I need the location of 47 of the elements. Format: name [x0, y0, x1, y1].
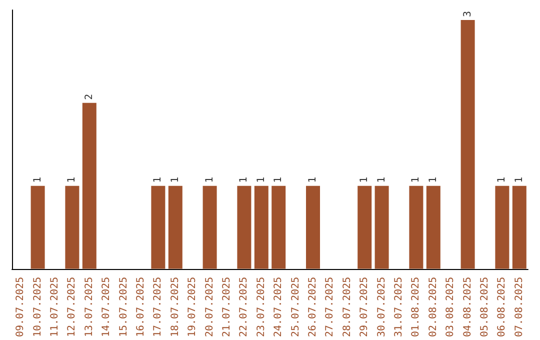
x-tick-label: 01.08.2025 — [410, 276, 422, 338]
data-label: 1 — [428, 176, 439, 183]
x-tick-label: 24.07.2025 — [273, 276, 284, 338]
x-tick-label: 17.07.2025 — [152, 276, 164, 338]
data-label: 3 — [462, 10, 474, 17]
x-tick-label: 09.07.2025 — [15, 276, 26, 338]
data-label: 1 — [410, 176, 422, 183]
x-tick-label: 19.07.2025 — [187, 276, 198, 338]
x-tick-label: 31.07.2025 — [394, 276, 404, 338]
data-label: 1 — [308, 176, 318, 183]
data-label: 1 — [514, 176, 525, 183]
data-label: 1 — [66, 176, 78, 183]
x-tick-label: 02.08.2025 — [428, 276, 439, 338]
data-label: 1 — [238, 176, 250, 183]
x-tick-label: 20.07.2025 — [204, 276, 216, 338]
x-tick-label: 14.07.2025 — [101, 276, 112, 338]
x-tick-label: 11.07.2025 — [50, 276, 60, 338]
x-tick-label: 28.07.2025 — [342, 276, 353, 338]
data-label: 1 — [152, 176, 164, 183]
x-tick-label: 29.07.2025 — [359, 276, 370, 338]
x-tick-label: 16.07.2025 — [136, 276, 146, 338]
x-tick-label: 23.07.2025 — [256, 276, 267, 338]
x-tick-label: 30.07.2025 — [376, 276, 388, 338]
x-tick-label: 15.07.2025 — [118, 276, 130, 338]
data-label: 1 — [204, 176, 216, 183]
x-tick-label: 18.07.2025 — [170, 276, 181, 338]
x-tick-label: 10.07.2025 — [32, 276, 44, 338]
data-label: 1 — [496, 176, 508, 183]
x-tick-label: 07.08.2025 — [514, 276, 525, 338]
x-tick-label: 12.07.2025 — [66, 276, 78, 338]
x-tick-label: 06.08.2025 — [496, 276, 508, 338]
data-label: 1 — [273, 176, 284, 183]
data-label: 1 — [170, 176, 181, 183]
x-tick-label: 03.08.2025 — [445, 276, 456, 338]
data-label: 1 — [359, 176, 370, 183]
data-label: 1 — [376, 176, 388, 183]
data-label: 1 — [256, 176, 267, 183]
x-tick-label: 25.07.2025 — [290, 276, 302, 338]
data-label: 2 — [84, 94, 95, 100]
x-tick-label: 22.07.2025 — [238, 276, 250, 338]
x-tick-label: 21.07.2025 — [222, 276, 232, 338]
data-label: 1 — [32, 176, 44, 183]
x-tick-label: 04.08.2025 — [462, 276, 474, 338]
x-tick-label: 26.07.2025 — [308, 276, 318, 338]
x-tick-label: 13.07.2025 — [84, 276, 95, 338]
x-tick-label: 05.08.2025 — [480, 276, 490, 338]
x-tick-label: 27.07.2025 — [324, 276, 336, 338]
